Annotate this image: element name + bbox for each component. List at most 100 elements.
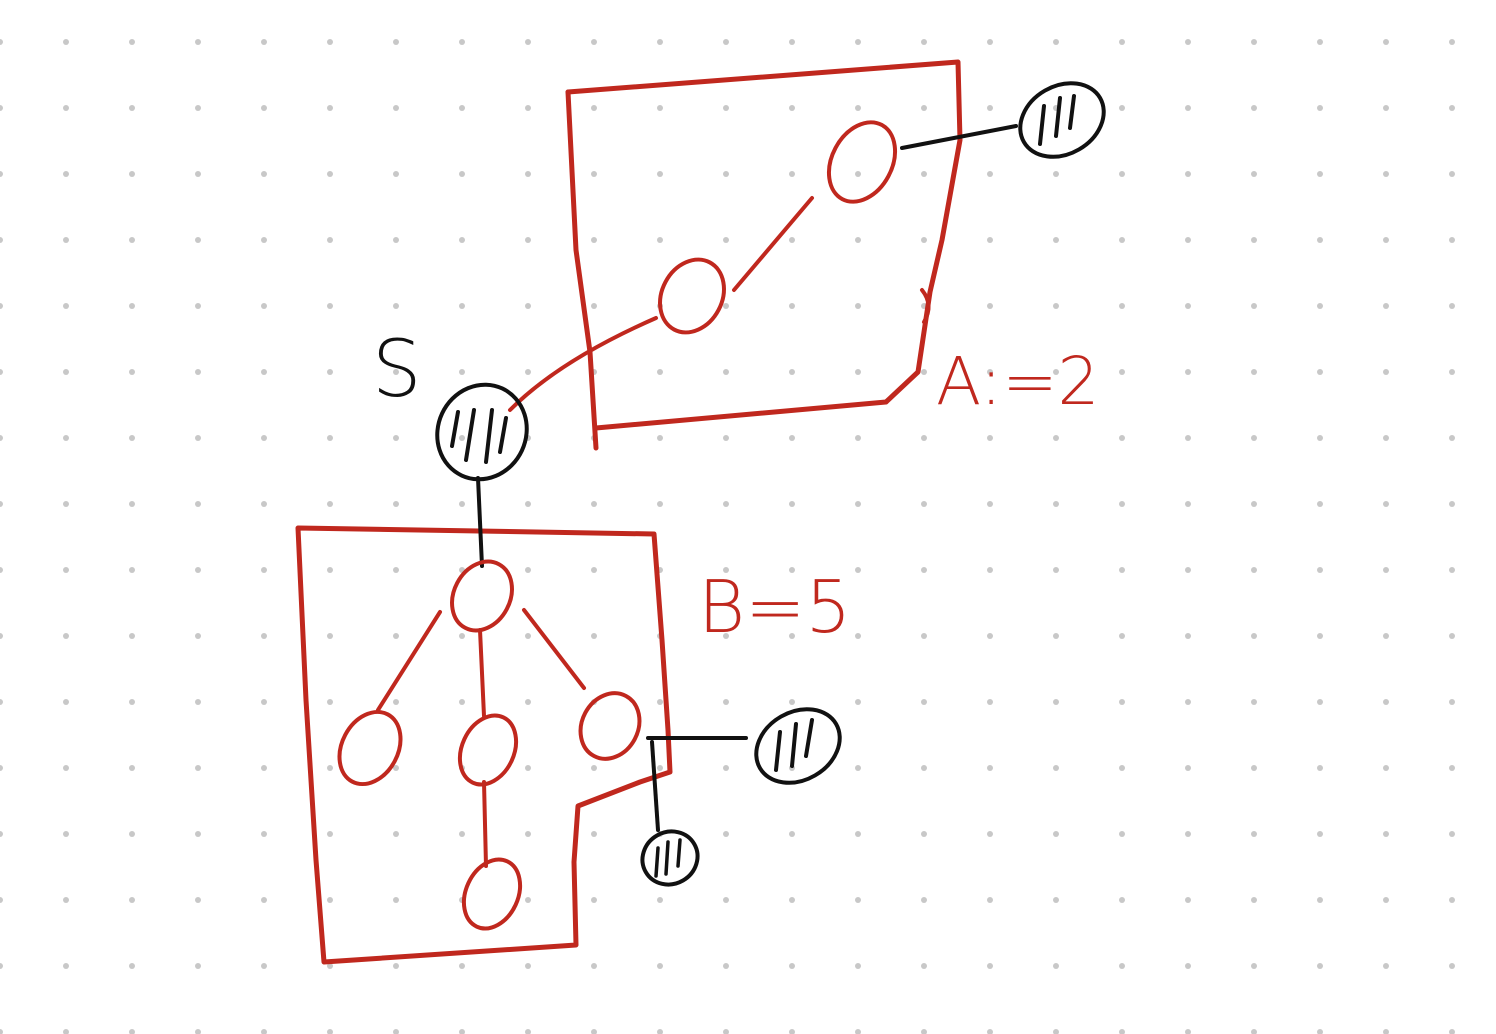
node-b4 (578, 691, 642, 761)
group-a-boundary-tick (920, 288, 931, 324)
grid-dot (0, 765, 3, 771)
label-source-s: S (372, 325, 422, 415)
grid-dot (855, 171, 861, 177)
grid-dot (195, 831, 201, 837)
grid-dot (789, 1029, 795, 1034)
grid-dot (1119, 435, 1125, 441)
grid-dot (987, 765, 993, 771)
grid-dot (129, 897, 135, 903)
grid-dot (459, 501, 465, 507)
grid-dot (1449, 633, 1455, 639)
grid-dot (789, 105, 795, 111)
grid-dot (525, 105, 531, 111)
grid-dot (0, 699, 3, 705)
grid-dot (1317, 633, 1323, 639)
grid-dot (789, 501, 795, 507)
grid-dot (1185, 765, 1191, 771)
grid-dot (657, 369, 663, 375)
grid-dot (987, 105, 993, 111)
grid-dot (525, 369, 531, 375)
grid-dot (1317, 105, 1323, 111)
grid-dot (1119, 699, 1125, 705)
grid-dot (723, 435, 729, 441)
grid-dot (855, 897, 861, 903)
node-b5 (461, 857, 523, 931)
group-a-boundary (565, 59, 963, 431)
group-a-boundary-left (565, 89, 599, 451)
grid-dot (1317, 369, 1323, 375)
grid-dot (1251, 633, 1257, 639)
grid-dot (855, 567, 861, 573)
grid-dot (1317, 567, 1323, 573)
grid-dot (393, 699, 399, 705)
grid-dot (789, 699, 795, 705)
grid-dot (63, 105, 69, 111)
grid-dot (1119, 501, 1125, 507)
grid-dot (0, 633, 3, 639)
grid-dot (657, 39, 663, 45)
grid-dot (657, 237, 663, 243)
grid-dot (1383, 963, 1389, 969)
grid-dot (261, 567, 267, 573)
grid-dot (129, 699, 135, 705)
grid-dot (0, 897, 3, 903)
grid-dot (657, 435, 663, 441)
grid-dot (1383, 369, 1389, 375)
grid-dot (195, 105, 201, 111)
grid-dot (327, 633, 333, 639)
grid-dot (591, 897, 597, 903)
grid-dot (1383, 567, 1389, 573)
grid-dot (921, 39, 927, 45)
grid-dot (459, 105, 465, 111)
grid-dot (855, 501, 861, 507)
grid-dot (261, 963, 267, 969)
grid-dot (327, 303, 333, 309)
grid-dot (921, 831, 927, 837)
grid-dot (1185, 633, 1191, 639)
grid-dot (855, 39, 861, 45)
label-group-a: A:=2 (936, 343, 1100, 420)
grid-dot (1383, 765, 1389, 771)
grid-dot (129, 105, 135, 111)
grid-dot (987, 237, 993, 243)
grid-dot (657, 105, 663, 111)
grid-dot (1449, 765, 1455, 771)
grid-dot (195, 567, 201, 573)
grid-dot (1251, 105, 1257, 111)
grid-dot (723, 699, 729, 705)
grid-dot (1251, 39, 1257, 45)
grid-dot (0, 1029, 3, 1034)
grid-dot (1185, 1029, 1191, 1034)
grid-dot (525, 237, 531, 243)
grid-dot (591, 1029, 597, 1034)
grid-dot (393, 633, 399, 639)
grid-dot (525, 897, 531, 903)
grid-dot (723, 39, 729, 45)
grid-dot (855, 105, 861, 111)
grid-dot (525, 699, 531, 705)
grid-dot (1317, 765, 1323, 771)
node-a2 (826, 120, 898, 204)
grid-dot (459, 39, 465, 45)
grid-dot (1185, 435, 1191, 441)
grid-dot (393, 369, 399, 375)
grid-dot (1383, 105, 1389, 111)
grid-dot (393, 897, 399, 903)
grid-dot (1449, 105, 1455, 111)
grid-dot (987, 369, 993, 375)
grid-dot (0, 567, 3, 573)
grid-dot (63, 237, 69, 243)
grid-dot (987, 633, 993, 639)
grid-dot (1317, 831, 1323, 837)
grid-dot (261, 699, 267, 705)
grid-dot (723, 831, 729, 837)
grid-dot (525, 39, 531, 45)
grid-dot (723, 1029, 729, 1034)
grid-dot (1383, 1029, 1389, 1034)
grid-dot (459, 435, 465, 441)
grid-dot (1185, 303, 1191, 309)
grid-dot (1251, 699, 1257, 705)
grid-dot (987, 39, 993, 45)
grid-dot (1251, 1029, 1257, 1034)
grid-dot (855, 699, 861, 705)
